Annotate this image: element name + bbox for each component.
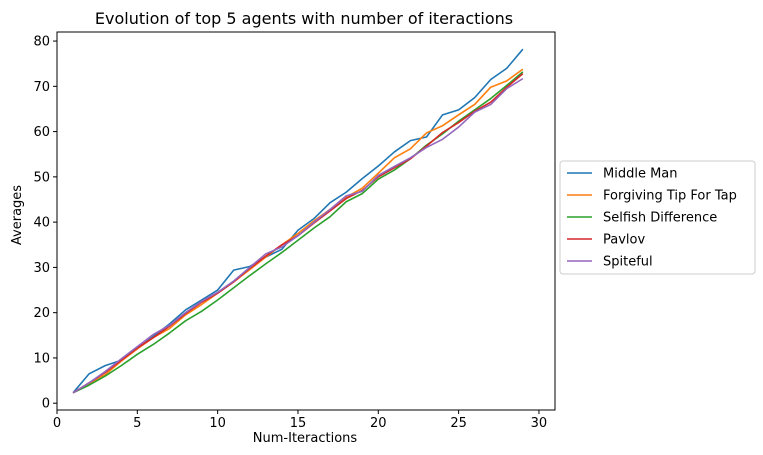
x-tick-label: 5 [133, 416, 141, 431]
chart-title: Evolution of top 5 agents with number of… [95, 9, 513, 28]
plot-area [56, 31, 556, 411]
x-tick-label: 0 [53, 416, 61, 431]
y-tick-label: 50 [33, 170, 50, 185]
y-tick-label: 10 [33, 351, 50, 366]
y-tick-label: 0 [42, 397, 50, 412]
x-tick-label: 30 [531, 416, 548, 431]
legend: Middle Man Forgiving Tip For Tap Selfish D… [559, 160, 756, 275]
legend-frame [559, 160, 756, 275]
x-axis-ticks: 0 5 10 15 20 25 30 [53, 410, 547, 431]
y-tick-label: 30 [33, 261, 50, 276]
y-tick-label: 20 [33, 306, 50, 321]
x-tick-label: 20 [370, 416, 387, 431]
y-tick-label: 70 [33, 80, 50, 95]
x-tick-label: 10 [209, 416, 226, 431]
x-axis-title: Num-Iteractions [253, 431, 358, 446]
y-axis-title: Averages [10, 185, 25, 245]
y-axis-ticks: 0 10 20 30 40 50 60 70 80 [33, 35, 57, 412]
series-line-middle-man [72, 48, 524, 394]
y-tick-label: 80 [33, 35, 50, 50]
series-line-spiteful [72, 77, 524, 394]
legend-label-forgiving-tip-for-tap: Forgiving Tip For Tap [603, 189, 737, 204]
y-tick-label: 40 [33, 216, 50, 231]
legend-label-pavlov: Pavlov [603, 233, 645, 248]
y-tick-label: 60 [33, 125, 50, 140]
series-lines [72, 48, 524, 394]
legend-label-spiteful: Spiteful [603, 255, 653, 270]
x-tick-label: 25 [450, 416, 467, 431]
legend-label-selfish-difference: Selfish Difference [603, 211, 717, 226]
plot-border [56, 31, 556, 411]
legend-label-middle-man: Middle Man [603, 167, 678, 182]
x-tick-label: 15 [290, 416, 307, 431]
